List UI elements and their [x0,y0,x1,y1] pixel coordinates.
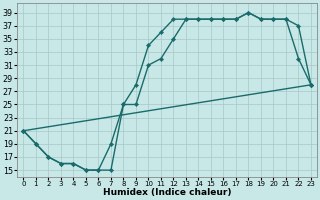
X-axis label: Humidex (Indice chaleur): Humidex (Indice chaleur) [103,188,231,197]
